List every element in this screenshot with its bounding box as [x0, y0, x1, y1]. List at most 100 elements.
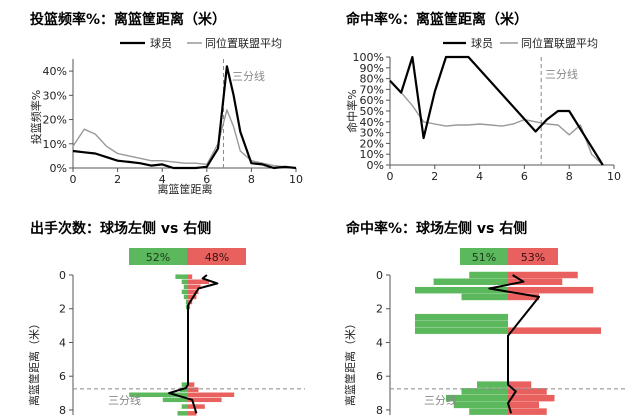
y-tick-label: 10% [360, 148, 384, 161]
y-tick-label: 4 [59, 336, 66, 349]
left-bar [469, 271, 508, 279]
panel-shot-frequency: 投篮频率%：离篮筐距离（米） 球员 同位置联盟平均 0 2 4 6 8 10 0% 10% 20… [29, 11, 303, 196]
difference-line [488, 274, 540, 414]
left-bar [181, 382, 188, 387]
right-bar [188, 274, 193, 279]
left-bar [129, 392, 188, 398]
summary-bar: 52% 48% [129, 248, 246, 265]
y-tick-label: 10% [43, 138, 67, 151]
right-bar [508, 293, 539, 301]
y-axis-label: 投篮频率% [29, 90, 43, 144]
y-tick-label: 2 [59, 303, 66, 316]
left-summary-bar [460, 248, 508, 265]
right-bar [188, 404, 205, 409]
legend-peer-label: 同位置联盟平均 [205, 36, 282, 50]
right-bar [188, 392, 235, 398]
x-tick-label: 6 [521, 170, 528, 183]
x-tick-label: 2 [114, 173, 121, 186]
x-tick-label: 4 [476, 170, 483, 183]
y-tick-label: 40% [43, 65, 67, 78]
chart-title: 命中率%：球场左侧 vs 右侧 [345, 220, 527, 237]
y-tick-label: 0 [59, 269, 66, 282]
chart-title: 命中率%：离篮筐距离（米） [345, 11, 528, 28]
panel-attempts-left-right: 出手次数：球场左侧 vs 右侧 52% 48% 0 2 4 6 8 离篮筐距离（米） 三… [27, 220, 305, 417]
x-axis-label: 离篮筐距离 [158, 182, 213, 196]
panel-fg-pct-distance: 命中率%：离篮筐距离（米） 球员 同位置联盟平均 0 2 4 6 8 100%10%20%… [345, 11, 621, 183]
right-bar [188, 387, 199, 392]
left-bar [433, 278, 508, 285]
x-tick-label: 10 [607, 170, 621, 183]
right-summary-pct: 53% [521, 251, 545, 264]
legend-player-label: 球员 [471, 36, 493, 50]
y-tick-label: 60% [360, 94, 384, 107]
y-axis-label: 离篮筐距离（米） [27, 318, 41, 406]
y-tick-label: 30% [43, 89, 67, 102]
y-tick-label: 20% [360, 137, 384, 150]
right-bar [508, 394, 555, 402]
y-tick-label: 8 [59, 404, 66, 416]
left-bar [179, 387, 188, 392]
right-bar [508, 388, 547, 395]
left-bar [183, 284, 188, 290]
right-bar [188, 382, 195, 387]
series-line-player [389, 55, 604, 166]
series-line-peer [389, 80, 604, 166]
plot-area: 0 2 4 6 8 100%10%20%30%40%50%60%70%80%90%100% [353, 51, 621, 183]
left-bar [461, 388, 508, 395]
right-summary-bar [187, 248, 246, 265]
right-bar [188, 411, 197, 416]
x-tick-label: 8 [248, 173, 255, 186]
plot-area: 0 2 4 6 8 [59, 269, 305, 417]
left-bar [415, 320, 508, 328]
left-summary-pct: 52% [146, 251, 170, 264]
y-tick-label: 8 [376, 404, 383, 416]
difference-line [168, 274, 219, 414]
left-bar [177, 411, 188, 416]
left-bar [175, 274, 188, 279]
left-bar [477, 381, 508, 388]
y-tick-label: 0% [50, 162, 67, 175]
x-tick-label: 0 [70, 173, 77, 186]
y-tick-label: 0% [367, 159, 384, 172]
plot-area: 0 2 4 6 8 10 0% 10% 20% 30% 40% [43, 59, 303, 186]
left-bar [469, 408, 508, 415]
right-bar [508, 401, 539, 409]
right-bar [188, 279, 209, 284]
x-tick-label: 0 [387, 170, 394, 183]
left-summary-bar [129, 248, 187, 265]
left-bar [461, 293, 508, 301]
legend-player-label: 球员 [150, 36, 172, 50]
plot-area: 0 2 4 6 8 [376, 269, 625, 417]
y-axis-label: 离篮筐距离（米） [343, 318, 357, 406]
left-bar [185, 299, 188, 305]
series-line-peer [72, 109, 297, 169]
three-point-label: 三分线 [232, 69, 265, 83]
left-bar [415, 327, 508, 334]
right-bar [188, 289, 199, 295]
right-bar [508, 327, 601, 334]
left-bar [185, 304, 188, 310]
y-tick-label: 20% [43, 114, 67, 127]
right-bar [508, 278, 563, 285]
y-tick-label: 40% [360, 116, 384, 129]
y-tick-label: 2 [376, 303, 383, 316]
chart-title: 投篮频率%：离篮筐距离（米） [30, 11, 226, 28]
x-tick-label: 2 [431, 170, 438, 183]
right-bar [188, 284, 201, 290]
right-bar [508, 271, 578, 279]
y-tick-label: 100% [353, 51, 384, 64]
left-bar [181, 404, 188, 409]
right-summary-pct: 48% [205, 251, 229, 264]
left-bar [181, 279, 188, 284]
y-tick-label: 6 [59, 370, 66, 383]
y-axis-label: 命中率% [345, 89, 359, 132]
left-bar [446, 394, 508, 402]
left-bar [415, 286, 508, 294]
y-tick-label: 0 [376, 269, 383, 282]
y-tick-label: 90% [360, 62, 384, 75]
left-bar [181, 289, 188, 295]
left-bar [162, 397, 188, 403]
legend: 球员 同位置联盟平均 [443, 36, 598, 50]
left-bar [183, 294, 188, 300]
right-bar [188, 304, 191, 310]
